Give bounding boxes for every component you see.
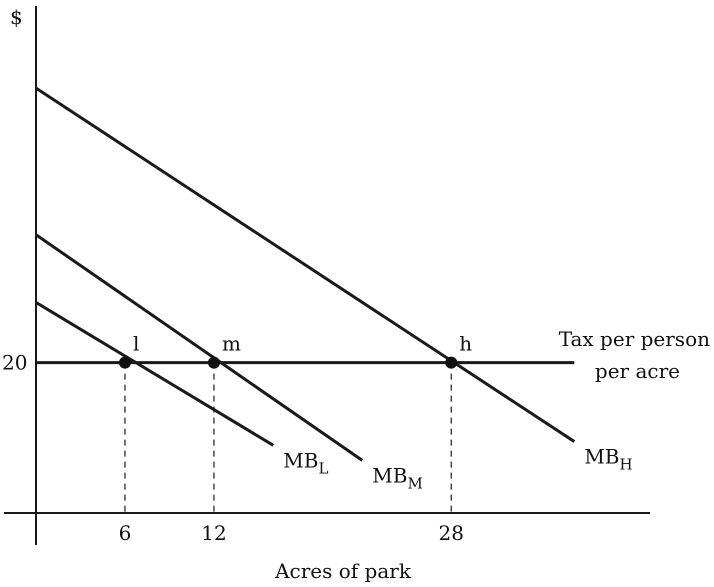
x-axis-label: Acres of park — [274, 559, 412, 583]
point-markers — [118, 356, 458, 369]
point-m — [207, 356, 220, 369]
series-line-mb-l — [35, 301, 275, 447]
tax-label-line2: per acre — [595, 359, 680, 383]
y-axis-label: $ — [10, 5, 23, 29]
x-tick-label-28: 28 — [439, 521, 464, 545]
series-label-mb-m: MBM — [372, 463, 423, 492]
x-tick-label-12: 12 — [201, 521, 226, 545]
point-label-l: l — [133, 332, 139, 356]
point-h — [445, 356, 458, 369]
point-label-m: m — [222, 332, 241, 356]
tax-label-line1: Tax per person — [559, 327, 710, 351]
series-line-mb-m — [35, 233, 364, 462]
point-l — [118, 356, 131, 369]
point-label-h: h — [459, 332, 472, 356]
axes — [4, 6, 650, 545]
series-label-mb-l: MBL — [283, 448, 328, 477]
drop-lines — [124, 362, 452, 513]
x-tick-label-6: 6 — [119, 521, 132, 545]
series-line-mb-h — [35, 86, 576, 443]
chart-labels: $ Acres of park 6 12 28 20 Tax per person per a… — [2, 5, 710, 583]
y-tick-label-20: 20 — [2, 351, 27, 375]
series-lines — [35, 86, 576, 462]
series-label-mb-h: MBH — [584, 445, 632, 474]
